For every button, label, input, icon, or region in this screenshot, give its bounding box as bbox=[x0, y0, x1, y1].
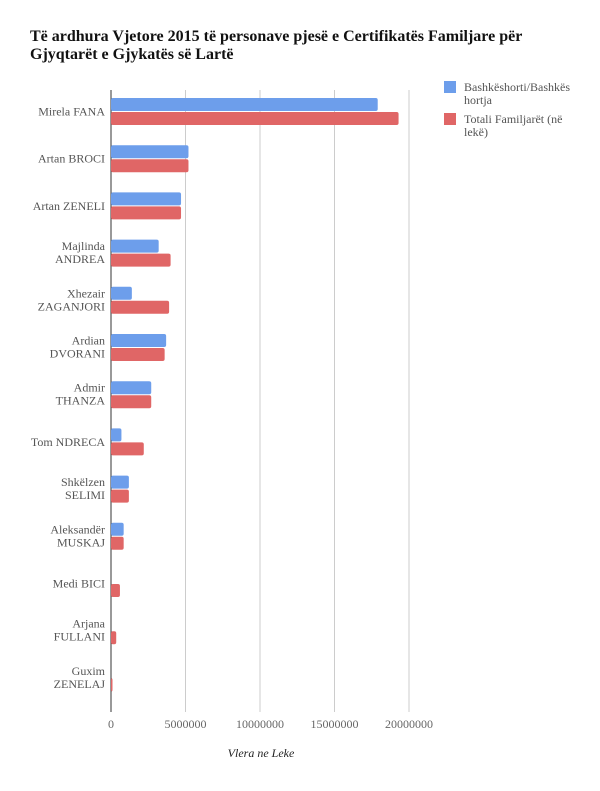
category-label: Arjana FULLANI bbox=[54, 617, 106, 644]
x-tick-label: 0 bbox=[108, 717, 114, 731]
category-label: Ardian DVORANI bbox=[50, 334, 105, 361]
bar-spouse bbox=[111, 239, 159, 253]
category-label: Medi BICI bbox=[53, 577, 105, 591]
legend-label: Totali Familjarët (në lekë) bbox=[464, 112, 562, 139]
legend-swatch bbox=[444, 81, 456, 93]
legend-label: Bashkëshorti/Bashkës hortja bbox=[464, 80, 570, 107]
bar-total bbox=[111, 395, 152, 409]
category-label: Xhezair ZAGANJORI bbox=[38, 286, 105, 313]
bar-spouse bbox=[111, 98, 378, 111]
category-label: Aleksandër MUSKAJ bbox=[50, 522, 105, 549]
bar-total bbox=[111, 300, 170, 314]
bar-total bbox=[111, 631, 117, 645]
bar-spouse bbox=[111, 522, 124, 536]
x-axis-label: Vlera ne Leke bbox=[228, 746, 295, 760]
x-tick-label: 15000000 bbox=[311, 717, 359, 731]
bar-spouse bbox=[111, 145, 189, 159]
chart-title: Të ardhura Vjetore 2015 të personave pje… bbox=[30, 28, 523, 63]
bar-spouse bbox=[111, 286, 132, 300]
bar-total bbox=[111, 536, 124, 550]
category-label: Majlinda ANDREA bbox=[55, 239, 106, 266]
x-tick-label: 10000000 bbox=[236, 717, 284, 731]
x-tick-label: 5000000 bbox=[165, 717, 207, 731]
category-label: Shkëlzen SELIMI bbox=[61, 475, 105, 502]
bar-total bbox=[111, 678, 113, 692]
bar-spouse bbox=[111, 428, 122, 442]
legend-swatch bbox=[444, 113, 456, 125]
category-label: Mirela FANA bbox=[38, 105, 105, 119]
bar-spouse bbox=[111, 381, 152, 395]
bar-total bbox=[111, 159, 189, 173]
bar-total bbox=[111, 489, 129, 503]
bar-total bbox=[111, 112, 399, 125]
bar-spouse bbox=[111, 334, 167, 347]
bar-total bbox=[111, 253, 171, 267]
bar-spouse bbox=[111, 192, 182, 206]
category-label: Artan ZENELI bbox=[33, 199, 105, 213]
category-label: Artan BROCI bbox=[38, 152, 105, 166]
x-tick-labels: 0 5000000 10000000 15000000 20000000 bbox=[108, 717, 433, 731]
bar-total bbox=[111, 442, 144, 456]
bars bbox=[111, 98, 399, 692]
bar-total bbox=[111, 348, 165, 361]
category-label: Tom NDRECA bbox=[31, 435, 105, 449]
bar-total bbox=[111, 584, 120, 597]
category-label: Guxim ZENELAJ bbox=[54, 664, 106, 691]
category-labels: Mirela FANA Artan BROCI Artan ZENELI Majlin… bbox=[31, 105, 106, 691]
gridlines bbox=[110, 90, 410, 712]
bar-total bbox=[111, 206, 182, 220]
bar-spouse bbox=[111, 475, 129, 489]
legend: Bashkëshorti/Bashkës hortja Totali Familja… bbox=[444, 80, 570, 139]
category-label: Admir THANZA bbox=[56, 381, 106, 408]
x-tick-label: 20000000 bbox=[385, 717, 433, 731]
